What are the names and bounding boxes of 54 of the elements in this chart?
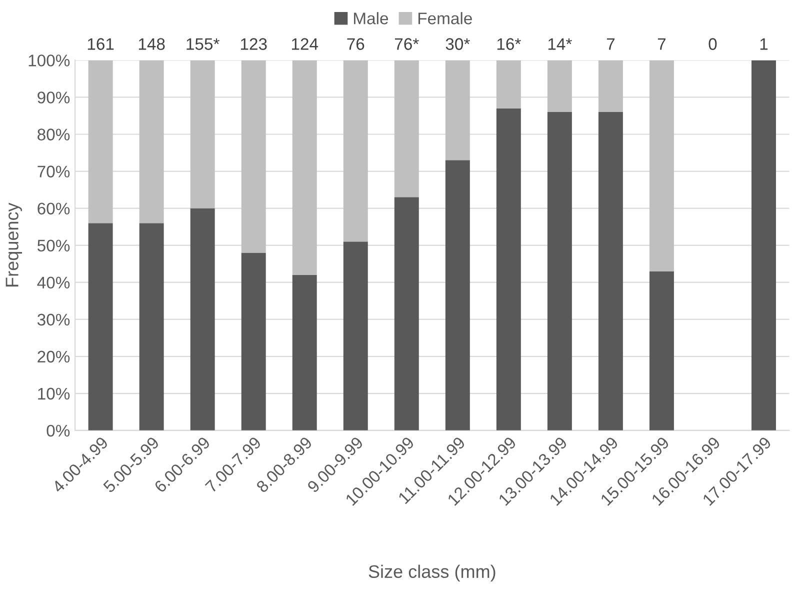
- y-tick-label: 60%: [38, 202, 70, 214]
- bar: [496, 108, 521, 430]
- bar: [190, 60, 215, 208]
- bar: [190, 208, 215, 430]
- annotation: 161: [88, 38, 114, 50]
- y-tick-label: 80%: [38, 128, 70, 140]
- y-tick-label: 70%: [38, 166, 70, 178]
- bar: [292, 274, 317, 430]
- annotation: 16*: [497, 38, 521, 50]
- y-tick-label: 50%: [38, 240, 70, 252]
- bar: [547, 60, 572, 112]
- bar: [88, 60, 113, 224]
- bar: [343, 242, 368, 430]
- bar: [598, 60, 623, 112]
- legend-label: Male: [354, 12, 388, 24]
- annotation: 155*: [186, 38, 220, 50]
- bar: [496, 60, 521, 108]
- y-tick-label: 40%: [37, 276, 70, 289]
- bar: [394, 60, 419, 198]
- text: 0: [708, 38, 717, 50]
- annotation: 14*: [548, 38, 572, 50]
- annotation: 148: [138, 38, 165, 50]
- bar: [139, 60, 164, 224]
- bar: [241, 60, 266, 253]
- bar: [394, 197, 419, 430]
- bar: [547, 112, 572, 430]
- bar: [649, 271, 674, 430]
- annotation: 123: [240, 38, 267, 50]
- annotation: 7: [658, 38, 666, 50]
- annotation: 7: [606, 38, 614, 50]
- bar: [139, 223, 164, 430]
- y-axis-title: Frequency: [6, 202, 22, 286]
- annotation: 76*: [394, 38, 419, 50]
- y-tick-label: 0%: [46, 424, 70, 437]
- annotation: 76: [347, 38, 364, 50]
- annotation: 1: [760, 38, 768, 50]
- bar: [649, 60, 674, 272]
- bar: [751, 60, 776, 430]
- y-tick-label: 30%: [37, 314, 70, 326]
- y-tick-label: 10%: [38, 388, 70, 400]
- bar: [241, 252, 266, 430]
- bar: [445, 160, 470, 430]
- bar: [292, 60, 317, 275]
- y-tick-label: 90%: [38, 92, 70, 104]
- bar: [88, 223, 113, 430]
- y-tick-label: 20%: [38, 350, 70, 363]
- bar: [598, 112, 623, 430]
- bar: [445, 60, 470, 160]
- y-tick-label: 100%: [28, 54, 70, 66]
- annotation: 124: [292, 38, 318, 50]
- legend-label: Female: [418, 12, 472, 24]
- bar: [343, 60, 368, 242]
- annotation: 30*: [446, 38, 470, 50]
- x-axis-title: Size class (mm): [368, 564, 496, 582]
